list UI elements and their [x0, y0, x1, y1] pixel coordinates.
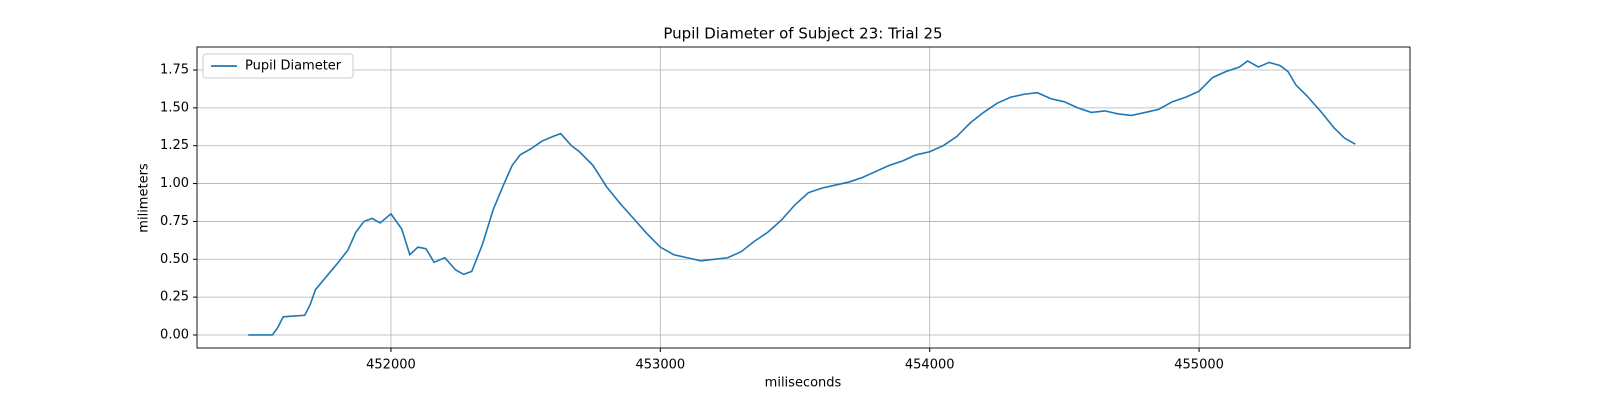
x-tick-label: 453000 [636, 358, 686, 373]
x-tick-label: 454000 [905, 358, 955, 373]
y-tick-label: 1.75 [160, 63, 189, 78]
legend-label: Pupil Diameter [245, 59, 342, 74]
y-axis-label: milimeters [137, 163, 152, 233]
legend-box [202, 53, 354, 79]
y-tick-label: 0.50 [160, 252, 189, 267]
y-tick-label: 0.00 [160, 327, 189, 342]
x-axis-label: miliseconds [765, 376, 842, 391]
chart-title: Pupil Diameter of Subject 23: Trial 25 [663, 25, 942, 43]
x-tick-label: 452000 [366, 358, 416, 373]
y-tick-label: 1.50 [160, 100, 189, 115]
y-tick-label: 1.25 [160, 138, 189, 153]
x-tick-label: 455000 [1174, 358, 1224, 373]
data-line [248, 59, 1356, 336]
y-tick-label: 0.75 [160, 214, 189, 229]
plot-frame [196, 46, 1411, 349]
y-tick-label: 1.00 [160, 176, 189, 191]
y-tick-label: 0.25 [160, 290, 189, 305]
